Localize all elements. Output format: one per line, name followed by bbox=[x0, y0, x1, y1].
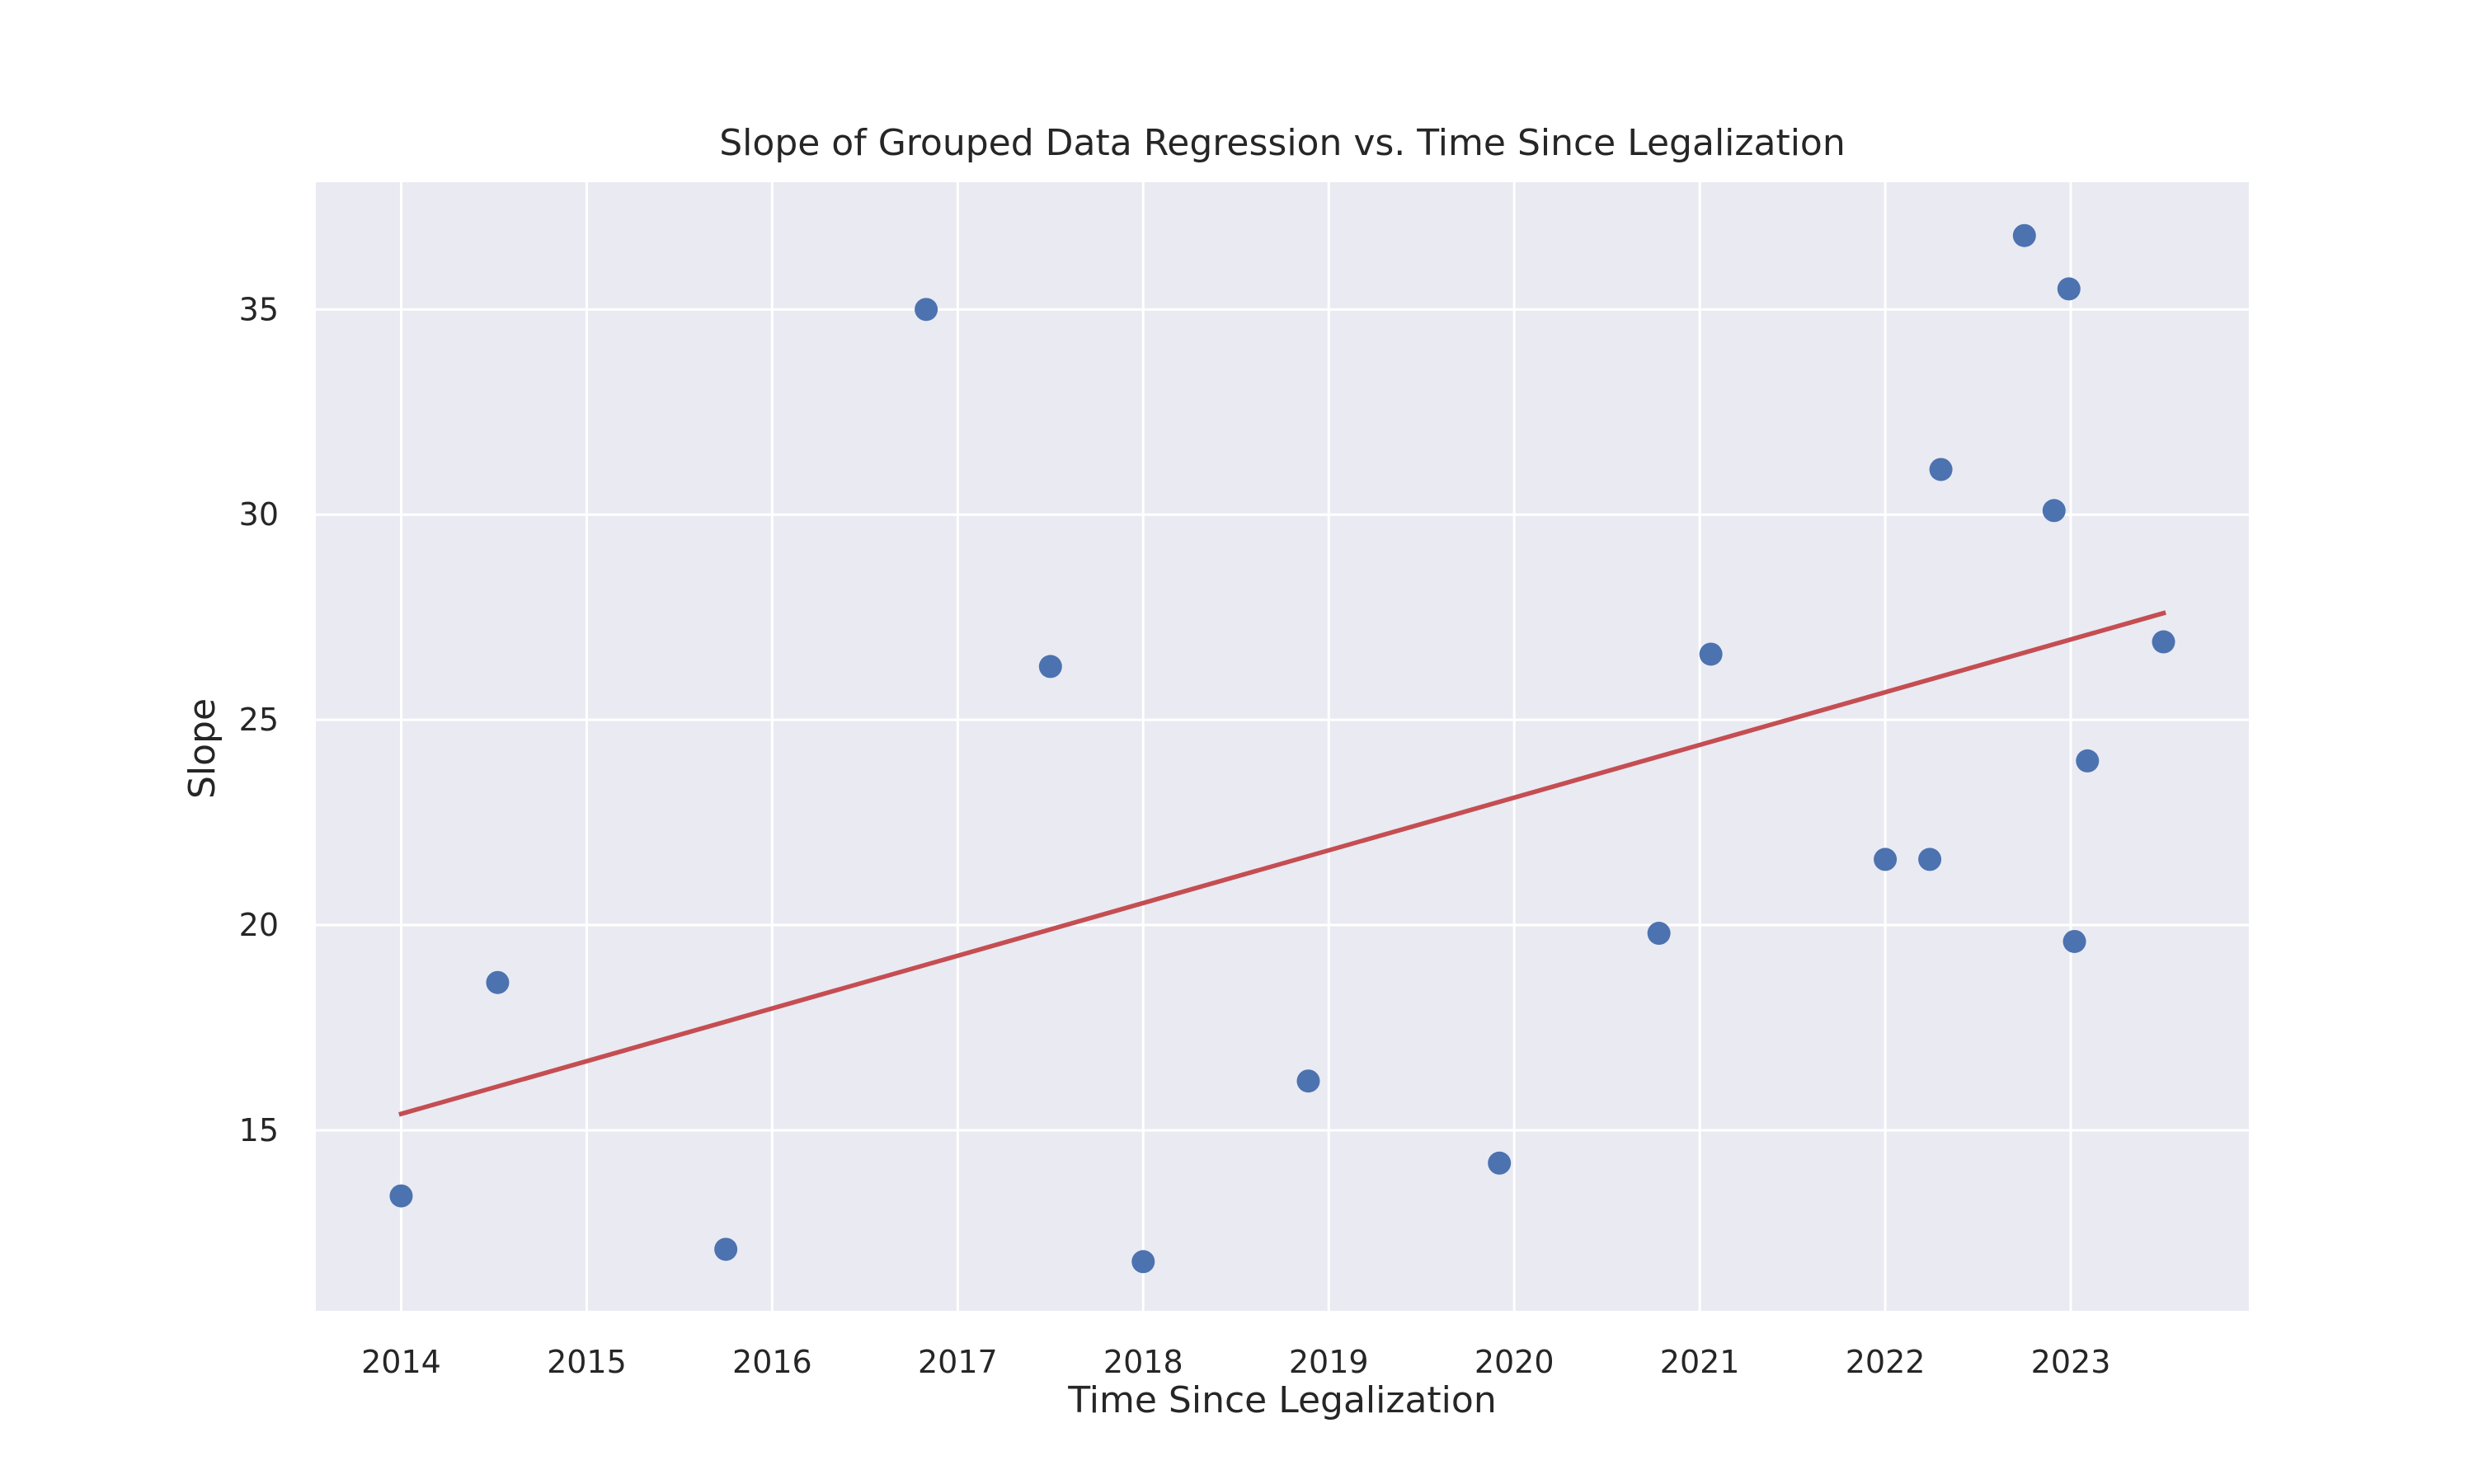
scatter-point-4 bbox=[915, 298, 938, 322]
y-tick-label-30: 30 bbox=[239, 496, 279, 533]
scatter-point-14 bbox=[2012, 223, 2036, 247]
x-tick-label-2020: 2020 bbox=[1475, 1344, 1554, 1380]
scatter-point-2 bbox=[486, 970, 510, 994]
x-tick-label-2015: 2015 bbox=[547, 1344, 627, 1380]
y-axis-label: Slope bbox=[181, 698, 223, 799]
x-tick-label-2019: 2019 bbox=[1289, 1344, 1369, 1380]
scatter-point-11 bbox=[1874, 848, 1898, 871]
x-tick-label-2021: 2021 bbox=[1660, 1344, 1740, 1380]
scatter-point-9 bbox=[1647, 922, 1671, 946]
scatter-point-8 bbox=[1488, 1151, 1512, 1175]
x-tick-label-2023: 2023 bbox=[2031, 1344, 2111, 1380]
x-tick-label-2018: 2018 bbox=[1103, 1344, 1183, 1380]
tick-labels: 2014 2015 2016 2017 2018 2019 2020 2021 2022 2023… bbox=[239, 291, 2111, 1380]
x-tick-label-2022: 2022 bbox=[1846, 1344, 1926, 1380]
y-tick-label-35: 35 bbox=[239, 291, 279, 327]
scatter-point-17 bbox=[2062, 929, 2086, 953]
scatter-point-19 bbox=[2152, 630, 2175, 654]
x-tick-label-2016: 2016 bbox=[732, 1344, 812, 1380]
x-tick-label-2014: 2014 bbox=[361, 1344, 441, 1380]
scatter-point-6 bbox=[1131, 1250, 1155, 1274]
regression-line bbox=[398, 610, 2166, 1117]
scatter-point-16 bbox=[2057, 277, 2081, 301]
scatter-point-5 bbox=[1038, 655, 1062, 679]
grid-lines bbox=[316, 182, 2249, 1311]
x-axis-label: Time Since Legalization bbox=[1067, 1379, 1496, 1421]
y-tick-label-15: 15 bbox=[239, 1112, 279, 1148]
scatter-point-10 bbox=[1699, 642, 1723, 666]
scatter-point-12 bbox=[1918, 848, 1942, 871]
scatter-point-7 bbox=[1296, 1069, 1320, 1093]
scatter-point-1 bbox=[389, 1184, 413, 1208]
regression-line-layer bbox=[398, 610, 2166, 1117]
y-tick-label-20: 20 bbox=[239, 907, 279, 943]
scatter-point-18 bbox=[2076, 749, 2100, 773]
chart-title: Slope of Grouped Data Regression vs. Tim… bbox=[719, 122, 1845, 164]
scatter-points-layer bbox=[389, 223, 2175, 1274]
y-tick-label-25: 25 bbox=[239, 702, 279, 738]
scatter-point-15 bbox=[2042, 499, 2066, 523]
plot-background bbox=[316, 182, 2249, 1311]
x-tick-label-2017: 2017 bbox=[918, 1344, 998, 1380]
scatter-point-13 bbox=[1929, 458, 1953, 481]
scatter-point-3 bbox=[714, 1237, 738, 1261]
